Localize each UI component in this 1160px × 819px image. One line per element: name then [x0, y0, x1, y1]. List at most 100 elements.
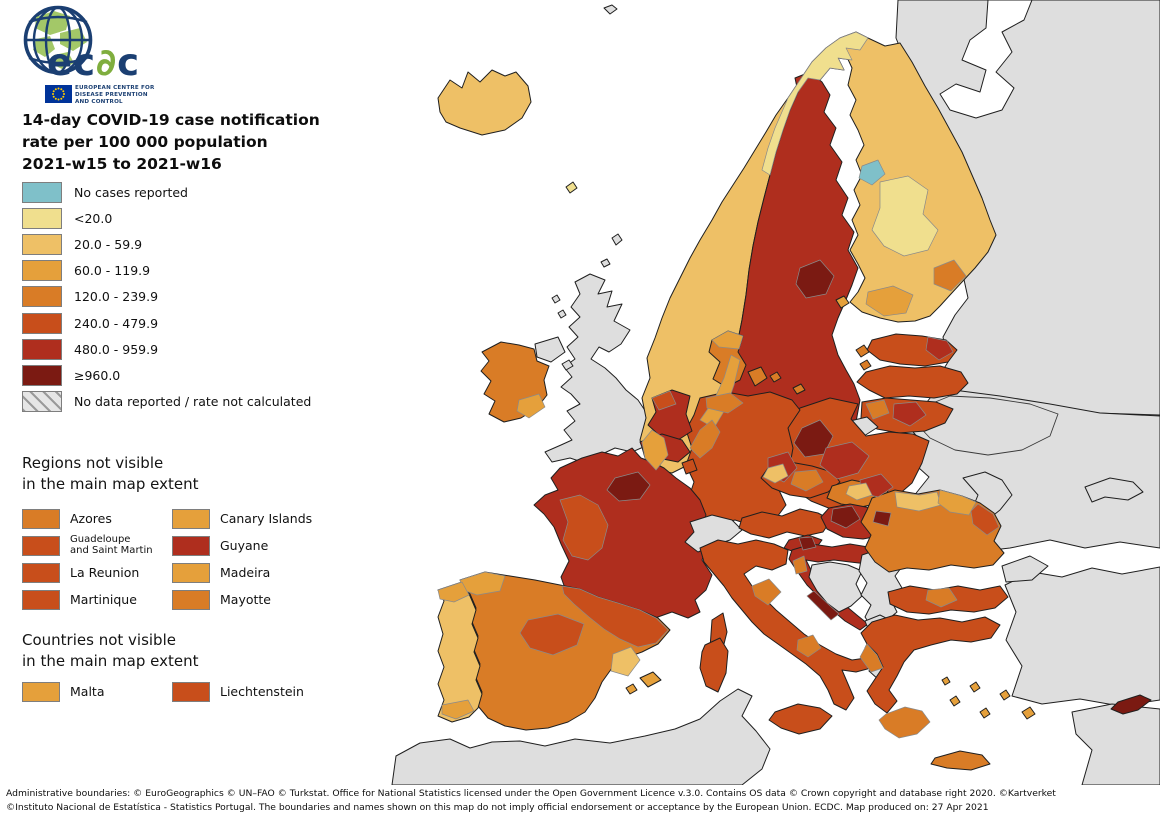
region-portugal-north — [437, 581, 470, 603]
region-romania-east — [970, 503, 1000, 536]
region-aland — [835, 295, 850, 309]
region-finland-lake — [858, 159, 886, 186]
copyright-footer: Administrative boundaries: © EuroGeograp… — [6, 788, 1056, 814]
region-slovakia-center — [845, 482, 873, 501]
legend-swatch — [22, 260, 62, 282]
region-portugal-south — [441, 699, 475, 720]
europe-choropleth-map — [391, 0, 1160, 785]
region-paris — [606, 471, 651, 502]
legend-swatch — [22, 233, 62, 255]
legend-row: 120.0 - 239.9 — [22, 284, 311, 310]
region-latvia — [856, 365, 969, 399]
region-norway-south-center — [699, 354, 741, 429]
region-norway-oslo — [689, 419, 721, 459]
regions-not-visible-title: Regions not visible in the main map exte… — [22, 454, 199, 493]
region-isle-of-man — [561, 359, 574, 371]
list-item: Madeira — [172, 562, 342, 583]
region-lithuania-dark — [892, 401, 927, 427]
legend-label: 20.0 - 59.9 — [74, 236, 143, 252]
region-turkey-thrace — [1001, 555, 1049, 583]
region-crete — [930, 750, 991, 771]
list-item: Martinique — [22, 589, 172, 610]
region-spain-ne — [561, 585, 669, 648]
territory-swatch — [22, 681, 60, 702]
region-poland-south — [819, 441, 870, 480]
list-item: Mayotte — [172, 589, 342, 610]
eu-flag-icon — [45, 85, 72, 103]
legend-row: <20.0 — [22, 205, 311, 231]
region-portugal — [437, 581, 483, 723]
region-sicily — [768, 703, 833, 735]
region-netherlands-north — [651, 390, 677, 411]
legend-label: 480.0 - 959.9 — [74, 341, 159, 357]
legend-swatch — [22, 391, 62, 413]
legend-swatch — [22, 286, 62, 308]
legend-swatch — [22, 181, 62, 203]
list-item: Guyane — [172, 535, 342, 556]
region-slovenia-patch — [798, 536, 817, 551]
region-shetland — [611, 233, 623, 246]
region-hebrides — [551, 294, 567, 319]
region-peloponnese — [878, 706, 931, 739]
region-turkey — [1004, 566, 1160, 707]
region-uk — [544, 273, 656, 464]
region-crimea — [1084, 477, 1144, 503]
territory-swatch — [172, 535, 210, 556]
region-finland-center — [871, 175, 939, 257]
legend-swatch — [22, 338, 62, 360]
region-sardinia — [699, 637, 729, 693]
region-spain-center — [519, 613, 585, 656]
region-syria — [1071, 703, 1160, 785]
territory-label: La Reunion — [70, 564, 140, 580]
region-finland-south — [865, 285, 914, 317]
territory-swatch — [172, 681, 210, 702]
region-croatia-istria — [792, 555, 808, 575]
list-item: Canary Islands — [172, 508, 342, 529]
territory-swatch — [22, 508, 60, 529]
countries-not-visible-legend: Malta Liechtenstein — [22, 678, 342, 705]
region-hungary-west — [830, 505, 861, 529]
territory-swatch — [22, 535, 60, 556]
list-item: Azores — [22, 508, 172, 529]
territory-swatch — [22, 589, 60, 610]
region-hungary-ne — [872, 510, 892, 527]
region-ireland-se — [516, 393, 546, 419]
region-austria — [738, 508, 832, 539]
region-spain-valencia — [610, 646, 641, 677]
ecdc-wordmark: ec∂c — [47, 41, 141, 84]
region-italy-south — [796, 634, 822, 658]
territory-swatch — [172, 562, 210, 583]
territory-label: Madeira — [220, 564, 271, 580]
region-france-west — [559, 494, 609, 561]
legend-row: No cases reported — [22, 179, 311, 205]
territory-label: Canary Islands — [220, 510, 313, 526]
territory-label: Martinique — [70, 591, 137, 607]
region-jan-mayen — [603, 4, 618, 15]
legend-row: ≥960.0 — [22, 362, 311, 388]
region-estonia-ne — [925, 336, 954, 361]
list-item: Guadeloupe and Saint Martin — [22, 534, 172, 556]
legend-label: No data reported / rate not calculated — [74, 394, 312, 410]
list-item: Liechtenstein — [172, 681, 342, 702]
region-finland-southeast — [933, 259, 967, 292]
legend-swatch — [22, 312, 62, 334]
region-estonia-islands — [855, 344, 872, 371]
map-title: 14-day COVID-19 case notification rate p… — [22, 111, 320, 174]
region-lithuania-west — [865, 399, 890, 420]
legend-row: 240.0 - 479.9 — [22, 310, 311, 336]
territory-swatch — [22, 562, 60, 583]
legend-label: ≥960.0 — [74, 367, 121, 383]
region-greece — [860, 614, 1001, 714]
ecdc-caption: EUROPEAN CENTRE FOR DISEASE PREVENTION A… — [75, 85, 155, 105]
region-bulgaria-patch — [925, 587, 958, 608]
region-croatia-coast — [806, 590, 840, 621]
region-czechia-center — [790, 469, 824, 492]
territory-label: Liechtenstein — [220, 683, 304, 699]
region-bosnia — [808, 561, 863, 613]
region-czechia-west — [762, 463, 789, 484]
legend-row: 20.0 - 59.9 — [22, 231, 311, 257]
region-finland — [844, 37, 997, 323]
region-northern-ireland — [534, 336, 566, 363]
region-belarus-border — [912, 395, 1059, 456]
territory-label: Guadeloupe and Saint Martin — [70, 534, 153, 556]
